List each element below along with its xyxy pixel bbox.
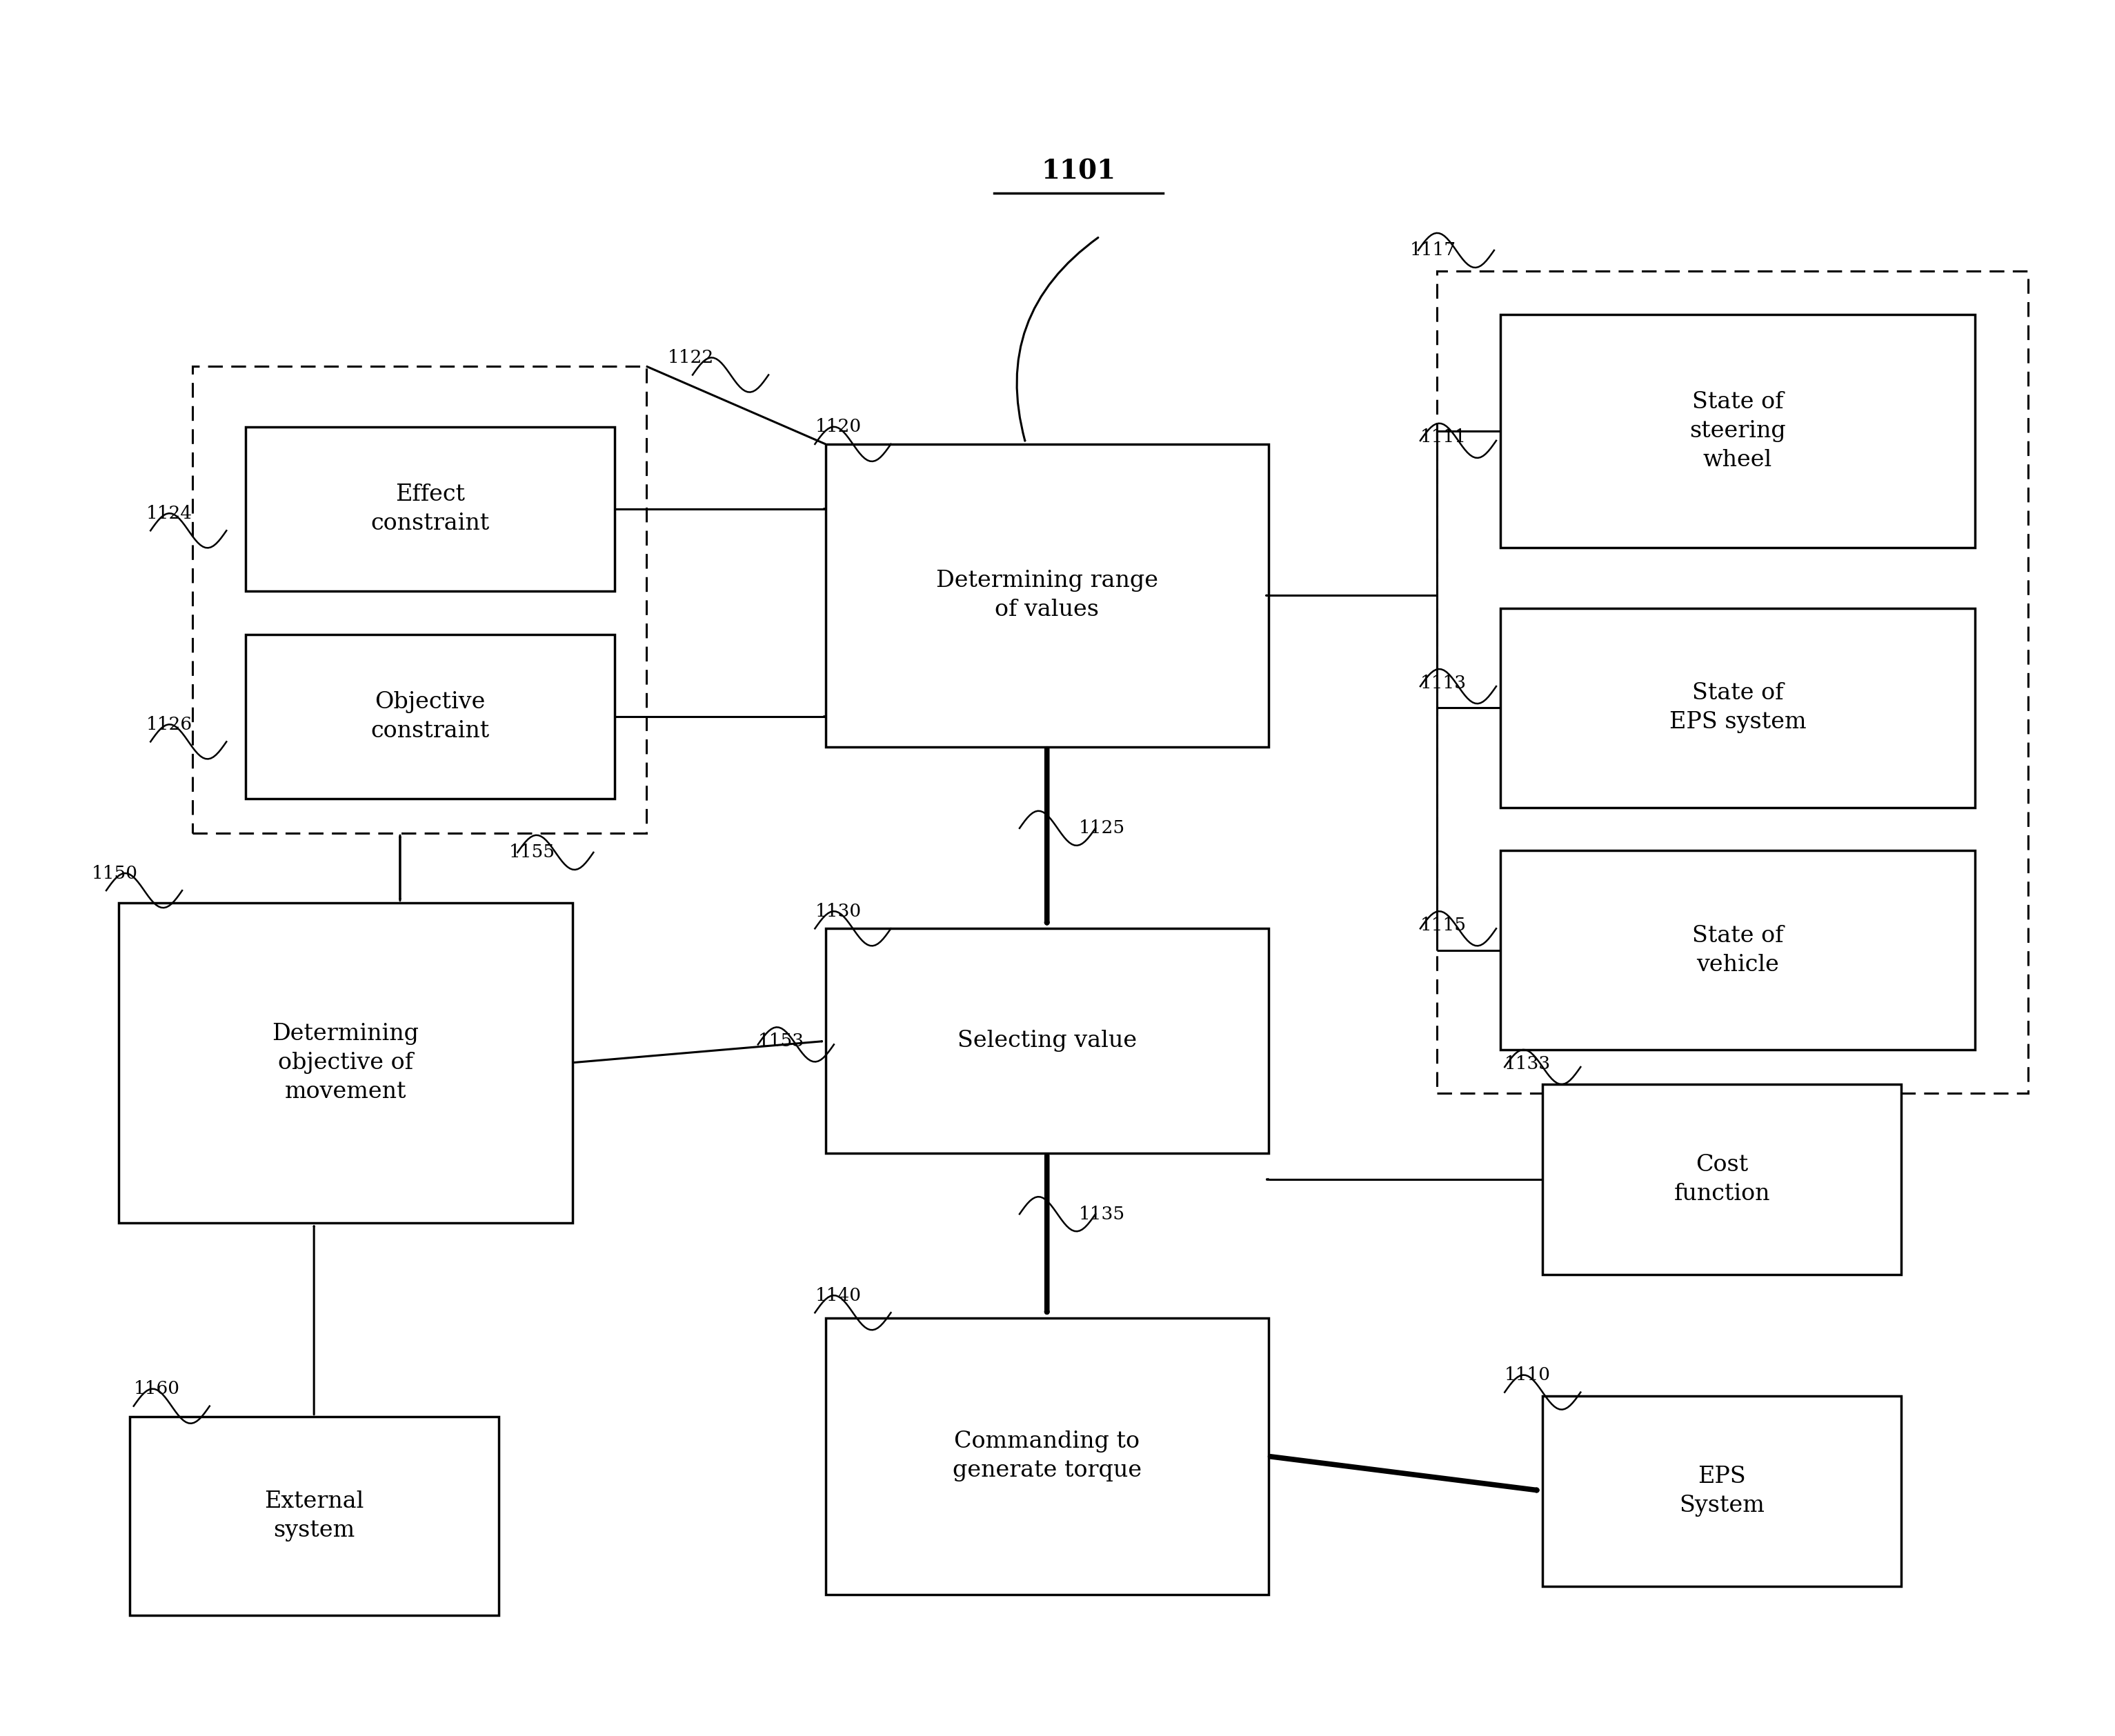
Text: External
system: External system — [264, 1491, 364, 1542]
Text: 1117: 1117 — [1411, 241, 1455, 259]
Text: 1101: 1101 — [1041, 158, 1117, 184]
Text: State of
EPS system: State of EPS system — [1669, 682, 1806, 734]
Text: Commanding to
generate torque: Commanding to generate torque — [952, 1430, 1142, 1483]
Text: Objective
constraint: Objective constraint — [370, 691, 489, 741]
Bar — [1542, 1085, 1901, 1274]
Text: 1135: 1135 — [1079, 1205, 1125, 1222]
Text: 1140: 1140 — [814, 1286, 861, 1304]
Text: 1126: 1126 — [146, 715, 192, 733]
Text: 1120: 1120 — [814, 418, 861, 436]
Bar — [192, 366, 647, 833]
Text: 1153: 1153 — [757, 1033, 804, 1050]
Text: 1124: 1124 — [146, 505, 192, 523]
Bar — [245, 634, 615, 799]
Text: 1110: 1110 — [1504, 1366, 1550, 1384]
Text: 1111: 1111 — [1421, 429, 1466, 446]
Bar — [825, 1318, 1269, 1595]
Bar — [1500, 608, 1975, 807]
Text: State of
vehicle: State of vehicle — [1692, 925, 1783, 976]
Text: 1133: 1133 — [1504, 1055, 1550, 1073]
Bar — [129, 1417, 499, 1616]
Bar — [825, 929, 1269, 1153]
Text: 1160: 1160 — [133, 1380, 180, 1397]
Bar — [825, 444, 1269, 746]
Text: 1113: 1113 — [1421, 674, 1466, 691]
Text: 1150: 1150 — [91, 865, 137, 882]
Text: 1125: 1125 — [1079, 819, 1125, 837]
Text: 1115: 1115 — [1421, 917, 1466, 934]
Text: State of
steering
wheel: State of steering wheel — [1690, 391, 1785, 470]
Text: 1155: 1155 — [510, 844, 556, 861]
Bar — [1500, 314, 1975, 549]
Text: 1130: 1130 — [814, 903, 861, 920]
Text: Cost
function: Cost function — [1673, 1154, 1770, 1205]
Bar — [245, 427, 615, 592]
Bar — [118, 903, 573, 1222]
Text: Effect
constraint: Effect constraint — [370, 483, 489, 535]
Text: Determining
objective of
movement: Determining objective of movement — [273, 1023, 419, 1102]
Bar — [1542, 1396, 1901, 1587]
Text: EPS
System: EPS System — [1679, 1465, 1764, 1517]
Bar — [1500, 851, 1975, 1050]
Text: Selecting value: Selecting value — [958, 1029, 1136, 1052]
Text: Determining range
of values: Determining range of values — [937, 569, 1159, 621]
Bar — [1438, 271, 2028, 1094]
Text: 1122: 1122 — [668, 349, 713, 366]
